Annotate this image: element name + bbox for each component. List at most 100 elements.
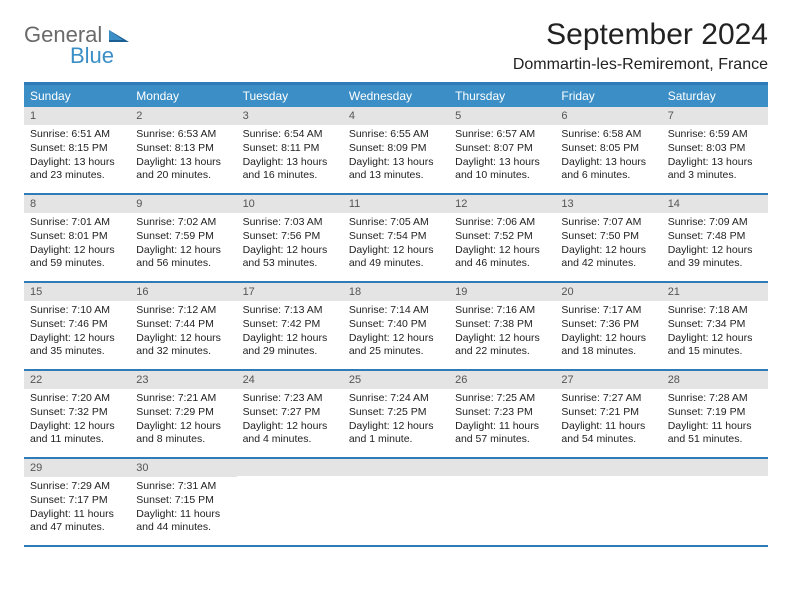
daylight-text: and 42 minutes. — [561, 257, 655, 271]
sunrise-text: Sunrise: 7:20 AM — [30, 392, 124, 406]
day-number: 23 — [130, 371, 236, 389]
page-title: September 2024 — [513, 18, 768, 52]
day-body: Sunrise: 7:09 AMSunset: 7:48 PMDaylight:… — [662, 213, 768, 277]
sunset-text: Sunset: 7:54 PM — [349, 230, 443, 244]
sunset-text: Sunset: 7:46 PM — [30, 318, 124, 332]
day-cell: 23Sunrise: 7:21 AMSunset: 7:29 PMDayligh… — [130, 371, 236, 457]
weekday-header: Wednesday — [343, 85, 449, 107]
daylight-text: and 25 minutes. — [349, 345, 443, 359]
header: General Blue September 2024 Dommartin-le… — [24, 18, 768, 74]
sunset-text: Sunset: 7:21 PM — [561, 406, 655, 420]
daylight-text: and 16 minutes. — [243, 169, 337, 183]
day-number: 9 — [130, 195, 236, 213]
sunrise-text: Sunrise: 7:13 AM — [243, 304, 337, 318]
weekday-header: Sunday — [24, 85, 130, 107]
day-number: 15 — [24, 283, 130, 301]
day-cell: 7Sunrise: 6:59 AMSunset: 8:03 PMDaylight… — [662, 107, 768, 193]
day-body — [555, 476, 661, 485]
day-body — [343, 476, 449, 485]
sunset-text: Sunset: 7:56 PM — [243, 230, 337, 244]
daylight-text: Daylight: 12 hours — [136, 420, 230, 434]
day-number: 10 — [237, 195, 343, 213]
daylight-text: and 10 minutes. — [455, 169, 549, 183]
day-body: Sunrise: 6:58 AMSunset: 8:05 PMDaylight:… — [555, 125, 661, 189]
page: General Blue September 2024 Dommartin-le… — [0, 0, 792, 565]
day-body: Sunrise: 7:07 AMSunset: 7:50 PMDaylight:… — [555, 213, 661, 277]
sunrise-text: Sunrise: 7:03 AM — [243, 216, 337, 230]
sunrise-text: Sunrise: 7:17 AM — [561, 304, 655, 318]
sunset-text: Sunset: 7:42 PM — [243, 318, 337, 332]
day-body: Sunrise: 7:05 AMSunset: 7:54 PMDaylight:… — [343, 213, 449, 277]
daylight-text: and 51 minutes. — [668, 433, 762, 447]
day-cell: 29Sunrise: 7:29 AMSunset: 7:17 PMDayligh… — [24, 459, 130, 545]
sunset-text: Sunset: 7:25 PM — [349, 406, 443, 420]
daylight-text: and 47 minutes. — [30, 521, 124, 535]
day-body: Sunrise: 7:03 AMSunset: 7:56 PMDaylight:… — [237, 213, 343, 277]
day-number: 11 — [343, 195, 449, 213]
daylight-text: and 46 minutes. — [455, 257, 549, 271]
day-cell — [343, 459, 449, 545]
day-body: Sunrise: 6:53 AMSunset: 8:13 PMDaylight:… — [130, 125, 236, 189]
day-body — [237, 476, 343, 485]
day-cell — [662, 459, 768, 545]
day-body: Sunrise: 7:24 AMSunset: 7:25 PMDaylight:… — [343, 389, 449, 453]
sunrise-text: Sunrise: 7:29 AM — [30, 480, 124, 494]
day-body: Sunrise: 7:28 AMSunset: 7:19 PMDaylight:… — [662, 389, 768, 453]
day-cell: 27Sunrise: 7:27 AMSunset: 7:21 PMDayligh… — [555, 371, 661, 457]
daylight-text: Daylight: 12 hours — [561, 332, 655, 346]
logo-text-blue: Blue — [70, 45, 129, 67]
sunrise-text: Sunrise: 6:53 AM — [136, 128, 230, 142]
sunset-text: Sunset: 8:11 PM — [243, 142, 337, 156]
daylight-text: Daylight: 13 hours — [243, 156, 337, 170]
day-body: Sunrise: 7:27 AMSunset: 7:21 PMDaylight:… — [555, 389, 661, 453]
day-number: 26 — [449, 371, 555, 389]
day-number: 16 — [130, 283, 236, 301]
daylight-text: Daylight: 12 hours — [561, 244, 655, 258]
sunset-text: Sunset: 7:34 PM — [668, 318, 762, 332]
day-body: Sunrise: 7:18 AMSunset: 7:34 PMDaylight:… — [662, 301, 768, 365]
day-body: Sunrise: 7:02 AMSunset: 7:59 PMDaylight:… — [130, 213, 236, 277]
sunrise-text: Sunrise: 6:59 AM — [668, 128, 762, 142]
day-cell: 4Sunrise: 6:55 AMSunset: 8:09 PMDaylight… — [343, 107, 449, 193]
daylight-text: and 18 minutes. — [561, 345, 655, 359]
daylight-text: and 15 minutes. — [668, 345, 762, 359]
daylight-text: Daylight: 12 hours — [349, 332, 443, 346]
day-number: 1 — [24, 107, 130, 125]
daylight-text: Daylight: 12 hours — [243, 420, 337, 434]
day-body: Sunrise: 7:13 AMSunset: 7:42 PMDaylight:… — [237, 301, 343, 365]
sunrise-text: Sunrise: 7:27 AM — [561, 392, 655, 406]
sunrise-text: Sunrise: 7:02 AM — [136, 216, 230, 230]
weekday-header: Tuesday — [237, 85, 343, 107]
day-cell: 9Sunrise: 7:02 AMSunset: 7:59 PMDaylight… — [130, 195, 236, 281]
day-number: 18 — [343, 283, 449, 301]
sunset-text: Sunset: 8:07 PM — [455, 142, 549, 156]
day-number: 24 — [237, 371, 343, 389]
sunset-text: Sunset: 7:50 PM — [561, 230, 655, 244]
daylight-text: Daylight: 12 hours — [243, 332, 337, 346]
day-cell: 24Sunrise: 7:23 AMSunset: 7:27 PMDayligh… — [237, 371, 343, 457]
day-number: 17 — [237, 283, 343, 301]
daylight-text: and 3 minutes. — [668, 169, 762, 183]
daylight-text: and 8 minutes. — [136, 433, 230, 447]
daylight-text: and 44 minutes. — [136, 521, 230, 535]
daylight-text: Daylight: 12 hours — [136, 332, 230, 346]
daylight-text: Daylight: 12 hours — [668, 332, 762, 346]
day-cell: 16Sunrise: 7:12 AMSunset: 7:44 PMDayligh… — [130, 283, 236, 369]
day-cell: 21Sunrise: 7:18 AMSunset: 7:34 PMDayligh… — [662, 283, 768, 369]
day-cell: 17Sunrise: 7:13 AMSunset: 7:42 PMDayligh… — [237, 283, 343, 369]
day-cell: 11Sunrise: 7:05 AMSunset: 7:54 PMDayligh… — [343, 195, 449, 281]
day-cell: 30Sunrise: 7:31 AMSunset: 7:15 PMDayligh… — [130, 459, 236, 545]
day-cell — [237, 459, 343, 545]
daylight-text: Daylight: 12 hours — [349, 244, 443, 258]
day-number: 2 — [130, 107, 236, 125]
day-body: Sunrise: 7:31 AMSunset: 7:15 PMDaylight:… — [130, 477, 236, 541]
daylight-text: Daylight: 12 hours — [30, 332, 124, 346]
day-number — [555, 459, 661, 476]
day-body: Sunrise: 7:21 AMSunset: 7:29 PMDaylight:… — [130, 389, 236, 453]
sunrise-text: Sunrise: 6:54 AM — [243, 128, 337, 142]
week-row: 8Sunrise: 7:01 AMSunset: 8:01 PMDaylight… — [24, 195, 768, 283]
sunset-text: Sunset: 8:09 PM — [349, 142, 443, 156]
day-cell: 14Sunrise: 7:09 AMSunset: 7:48 PMDayligh… — [662, 195, 768, 281]
sunrise-text: Sunrise: 7:21 AM — [136, 392, 230, 406]
day-body: Sunrise: 6:59 AMSunset: 8:03 PMDaylight:… — [662, 125, 768, 189]
